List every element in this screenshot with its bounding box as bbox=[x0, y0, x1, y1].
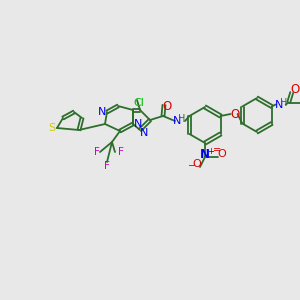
Text: Cl: Cl bbox=[134, 98, 144, 108]
Text: O: O bbox=[218, 149, 226, 159]
Text: F: F bbox=[118, 147, 124, 157]
Text: +: + bbox=[208, 146, 214, 155]
Text: N: N bbox=[274, 100, 283, 110]
Text: N: N bbox=[173, 116, 181, 126]
Text: F: F bbox=[94, 147, 100, 157]
Text: N: N bbox=[200, 148, 210, 160]
Text: O: O bbox=[193, 159, 201, 169]
Text: =: = bbox=[213, 145, 221, 155]
Text: O: O bbox=[162, 100, 172, 112]
Text: S: S bbox=[48, 123, 56, 133]
Text: −: − bbox=[188, 161, 196, 171]
Text: N: N bbox=[98, 107, 106, 117]
Text: F: F bbox=[104, 161, 110, 171]
Text: N: N bbox=[134, 119, 142, 129]
Text: N: N bbox=[140, 128, 148, 138]
Text: O: O bbox=[230, 107, 239, 121]
Text: H: H bbox=[280, 98, 287, 107]
Text: O: O bbox=[290, 83, 299, 96]
Text: H: H bbox=[178, 114, 186, 124]
